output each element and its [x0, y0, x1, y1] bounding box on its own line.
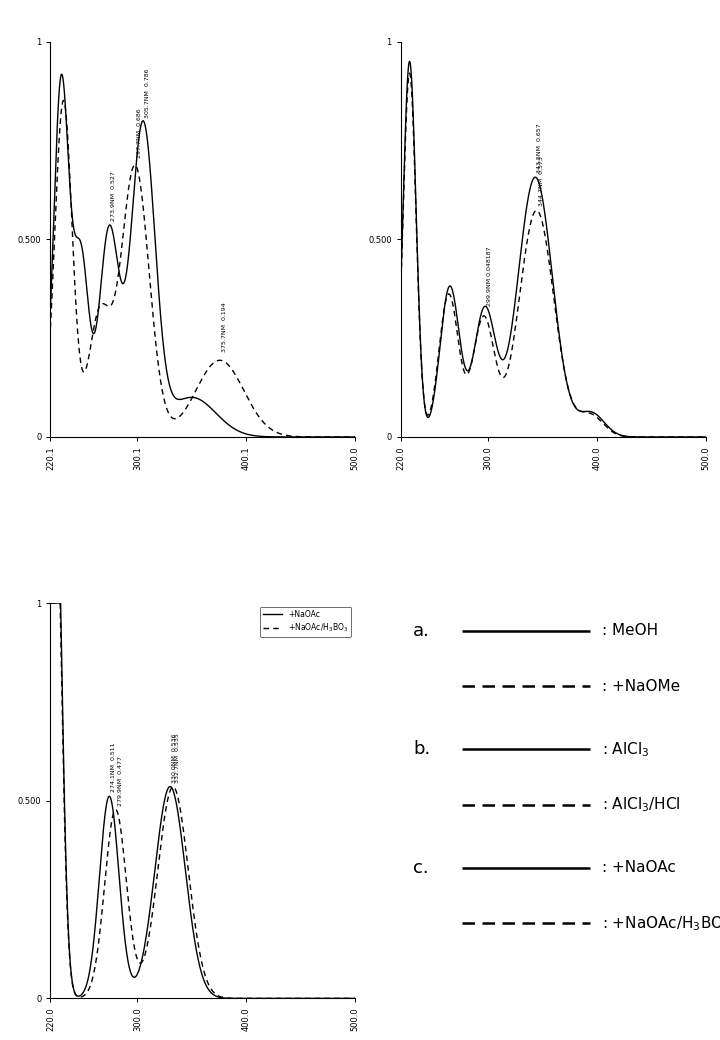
- Text: : +NaOMe: : +NaOMe: [602, 678, 680, 694]
- Text: : +NaOAc/H$_3$BO$_3$: : +NaOAc/H$_3$BO$_3$: [602, 914, 720, 933]
- Text: 273.9NM  0.527: 273.9NM 0.527: [111, 171, 116, 220]
- Text: b.: b.: [413, 740, 431, 758]
- Text: 330.0NM  0.536: 330.0NM 0.536: [172, 733, 177, 782]
- Text: 279.9NM  0.477: 279.9NM 0.477: [118, 756, 123, 806]
- Text: : MeOH: : MeOH: [602, 623, 658, 639]
- Text: a.: a.: [413, 622, 430, 640]
- Text: 375.7NM  0.194: 375.7NM 0.194: [222, 303, 227, 353]
- Text: 343.5NM  0.657: 343.5NM 0.657: [537, 124, 542, 174]
- Text: c.: c.: [413, 859, 428, 877]
- Text: 344.7NM  0.573: 344.7NM 0.573: [539, 157, 544, 207]
- Text: 332.7NM  0.535: 332.7NM 0.535: [175, 733, 180, 783]
- Text: 274.1NM  0.511: 274.1NM 0.511: [112, 743, 117, 792]
- Text: 297.7NM  0.686: 297.7NM 0.686: [137, 108, 142, 158]
- Text: 299.9NM 0.048187: 299.9NM 0.048187: [487, 246, 492, 307]
- Text: : +NaOAc: : +NaOAc: [602, 860, 676, 876]
- Text: : AlCl$_3$: : AlCl$_3$: [602, 740, 649, 758]
- Text: 305.7NM  0.786: 305.7NM 0.786: [145, 69, 150, 119]
- Legend: +NaOAc, +NaOAc/H$_3$BO$_3$: +NaOAc, +NaOAc/H$_3$BO$_3$: [260, 607, 351, 636]
- Text: : AlCl$_3$/HCl: : AlCl$_3$/HCl: [602, 796, 680, 814]
